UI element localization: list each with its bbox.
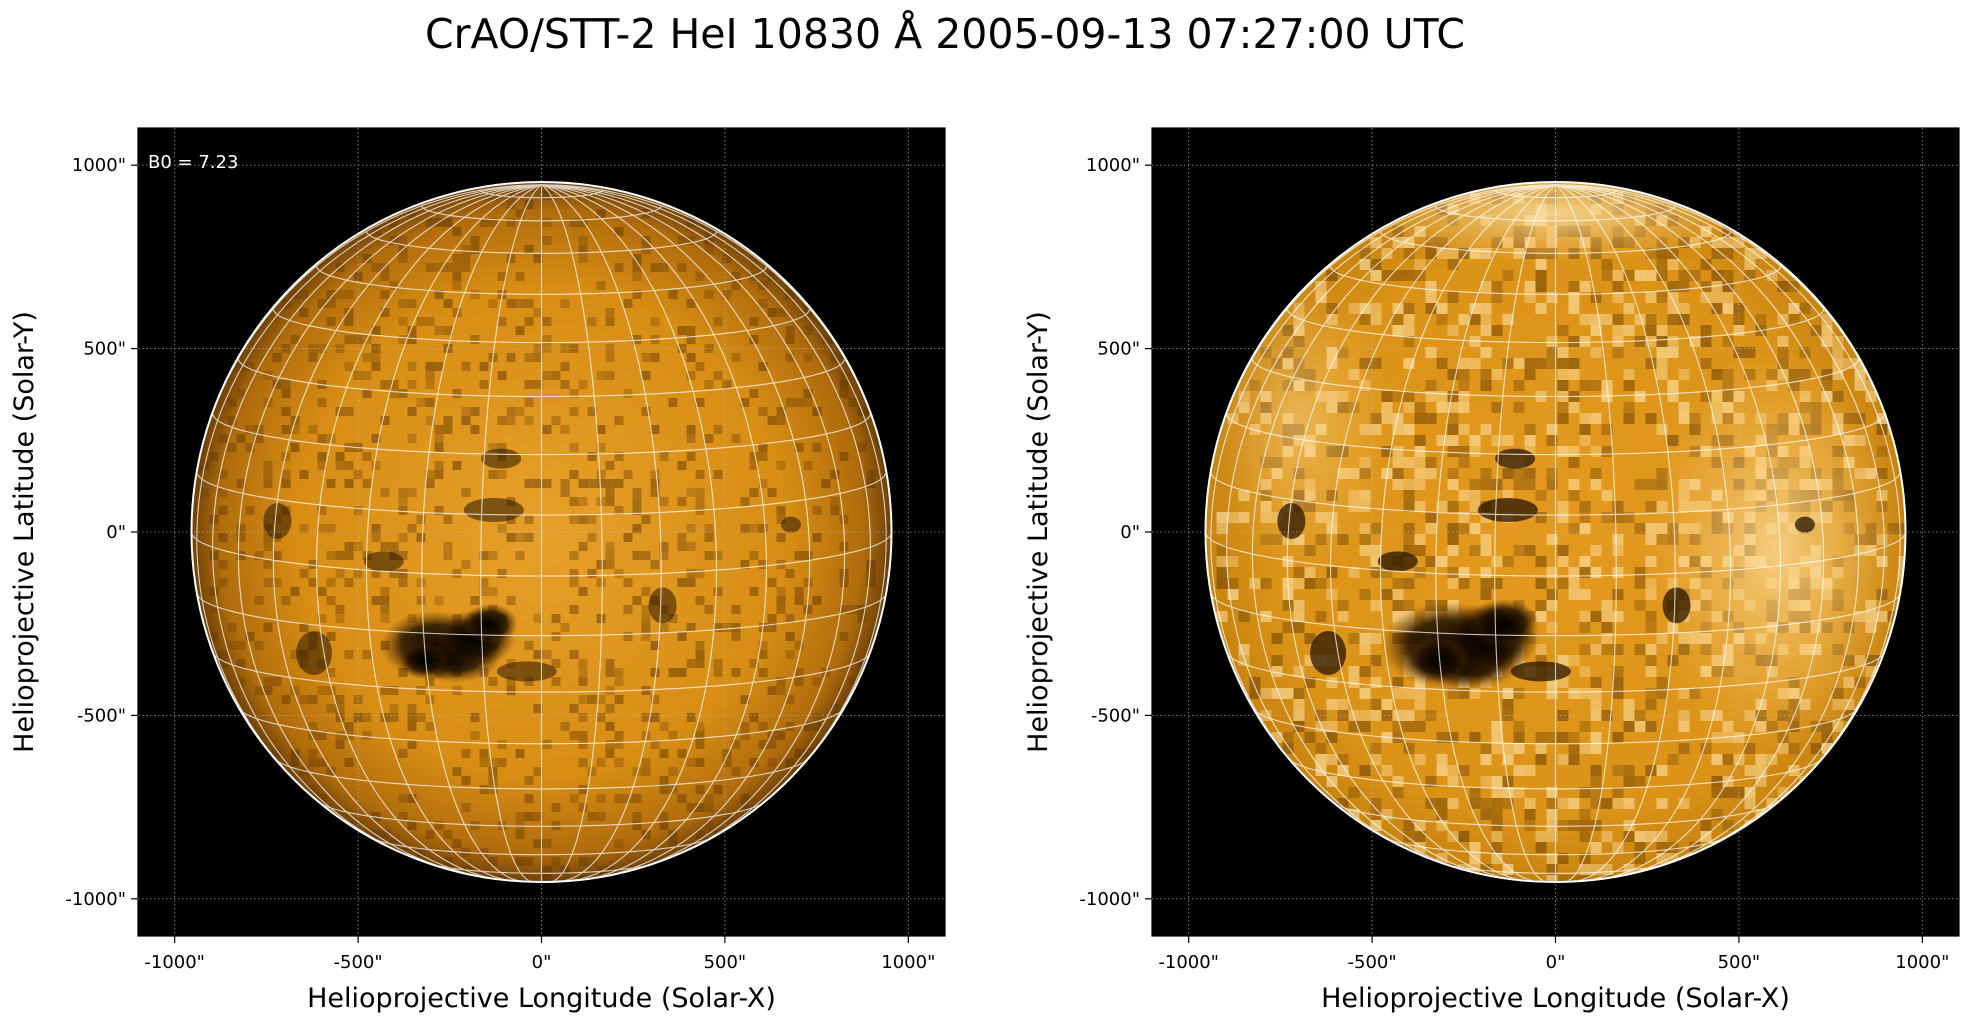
y-tick-label: -500" (77, 705, 126, 726)
x-tick-label: 0" (532, 952, 552, 973)
y-tick-label: 1000" (1086, 155, 1140, 176)
x-axis-label: Helioprojective Longitude (Solar-X) (307, 983, 776, 1014)
y-tick-label: -1000" (65, 889, 126, 910)
y-tick-label: -500" (1091, 705, 1140, 726)
x-tick-label: -500" (334, 952, 383, 973)
meridian-line (1555, 184, 1617, 881)
meridian-line (1555, 184, 1901, 811)
x-axis-label: Helioprojective Longitude (Solar-X) (1321, 983, 1790, 1014)
meridian-line (1286, 184, 1556, 879)
heliographic-grid (1206, 184, 1906, 881)
meridian-line (1251, 184, 1556, 873)
y-tick-label: 500" (83, 339, 126, 360)
x-tick-label: 1000" (1895, 952, 1949, 973)
meridian-line (1494, 184, 1556, 881)
disk-texture (200, 191, 891, 881)
meridian-line (421, 184, 542, 881)
meridian-line (541, 184, 871, 861)
y-axis-label: Helioprojective Latitude (Solar-Y) (1023, 311, 1054, 753)
meridian-line (315, 184, 542, 881)
x-tick-label: 1000" (881, 952, 935, 973)
meridian-line (541, 184, 846, 873)
x-tick-label: -500" (1348, 952, 1397, 973)
y-tick-label: -1000" (1079, 889, 1140, 910)
meridian-line (541, 184, 811, 879)
meridian-line (541, 184, 887, 811)
x-tick-label: -1000" (144, 952, 205, 973)
meridian-line (1555, 184, 1676, 881)
meridian-line (1329, 184, 1556, 881)
b0-annotation: B0 = 7.23 (148, 152, 238, 173)
y-tick-label: 500" (1097, 339, 1140, 360)
y-axis-label: Helioprojective Latitude (Solar-Y) (9, 311, 40, 753)
meridian-line (541, 184, 768, 881)
meridian-line (1210, 184, 1556, 811)
meridian-line (541, 184, 603, 881)
x-tick-label: 500" (704, 952, 747, 973)
meridian-line (541, 184, 662, 881)
meridian-line (1555, 184, 1860, 873)
meridian-line (1226, 184, 1556, 861)
x-tick-label: 0" (1546, 952, 1566, 973)
meridian-line (1555, 184, 1732, 881)
filaments (263, 448, 801, 682)
meridian-line (237, 184, 542, 873)
meridian-line (272, 184, 542, 879)
figure-title: CrAO/STT-2 HeI 10830 Å 2005-09-13 07:27:… (425, 10, 1465, 58)
y-tick-label: 0" (1120, 522, 1140, 543)
meridian-line (212, 184, 542, 861)
bright-region-west (1645, 350, 1906, 751)
y-tick-label: 1000" (72, 155, 126, 176)
y-tick-label: 0" (106, 522, 126, 543)
meridian-line (1379, 184, 1556, 881)
x-tick-label: -1000" (1158, 952, 1219, 973)
meridian-line (196, 184, 542, 811)
filaments (1277, 448, 1815, 682)
meridian-line (541, 184, 718, 881)
meridian-line (1435, 184, 1556, 881)
right-panel: -1000" 1000" -500" 500" 0" 0" 500" -500" 1000" -1… (1023, 127, 1960, 1014)
active-region (380, 603, 519, 684)
meridian-line (480, 184, 542, 881)
active-region (1380, 598, 1540, 691)
meridian-line (1555, 184, 1885, 861)
meridian-line (1555, 184, 1825, 879)
meridian-line (365, 184, 542, 881)
x-tick-label: 500" (1718, 952, 1761, 973)
left-panel: -1000" 1000" -500" 500" 0" 0" 500" -500" 1000" -1… (9, 127, 946, 1014)
meridian-line (1555, 184, 1782, 881)
solar-disk-group (191, 182, 891, 881)
